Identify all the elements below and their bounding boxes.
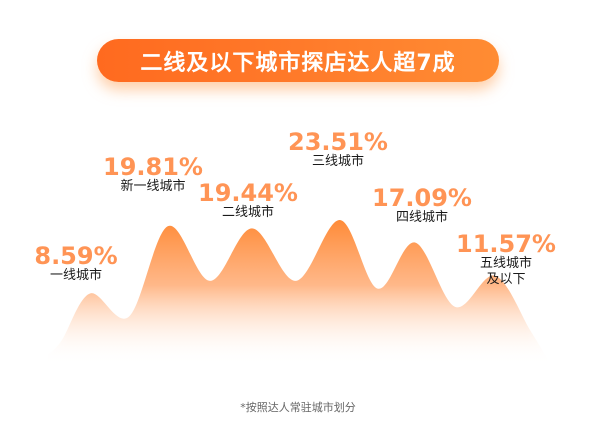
- category-label-tier4: 四线城市: [395, 210, 449, 225]
- value-label-tier3: 23.51%: [288, 128, 388, 156]
- value-label-tier4: 17.09%: [372, 184, 472, 212]
- category-label-tier5: 五线城市 及以下: [479, 256, 533, 287]
- footnote: *按照达人常驻城市划分: [240, 401, 356, 414]
- value-label-tier5: 11.57%: [456, 230, 556, 258]
- category-label-new-tier1: 新一线城市: [120, 179, 186, 194]
- value-label-tier2: 19.44%: [198, 179, 298, 207]
- category-label-tier2: 二线城市: [221, 205, 275, 220]
- value-label-new-tier1: 19.81%: [103, 153, 203, 181]
- category-label-tier3: 三线城市: [311, 154, 365, 169]
- category-label-tier1: 一线城市: [49, 268, 103, 283]
- chart-title: 二线及以下城市探店达人超7成: [97, 39, 499, 82]
- edge-fade: [0, 200, 596, 380]
- value-label-tier1: 8.59%: [34, 242, 118, 270]
